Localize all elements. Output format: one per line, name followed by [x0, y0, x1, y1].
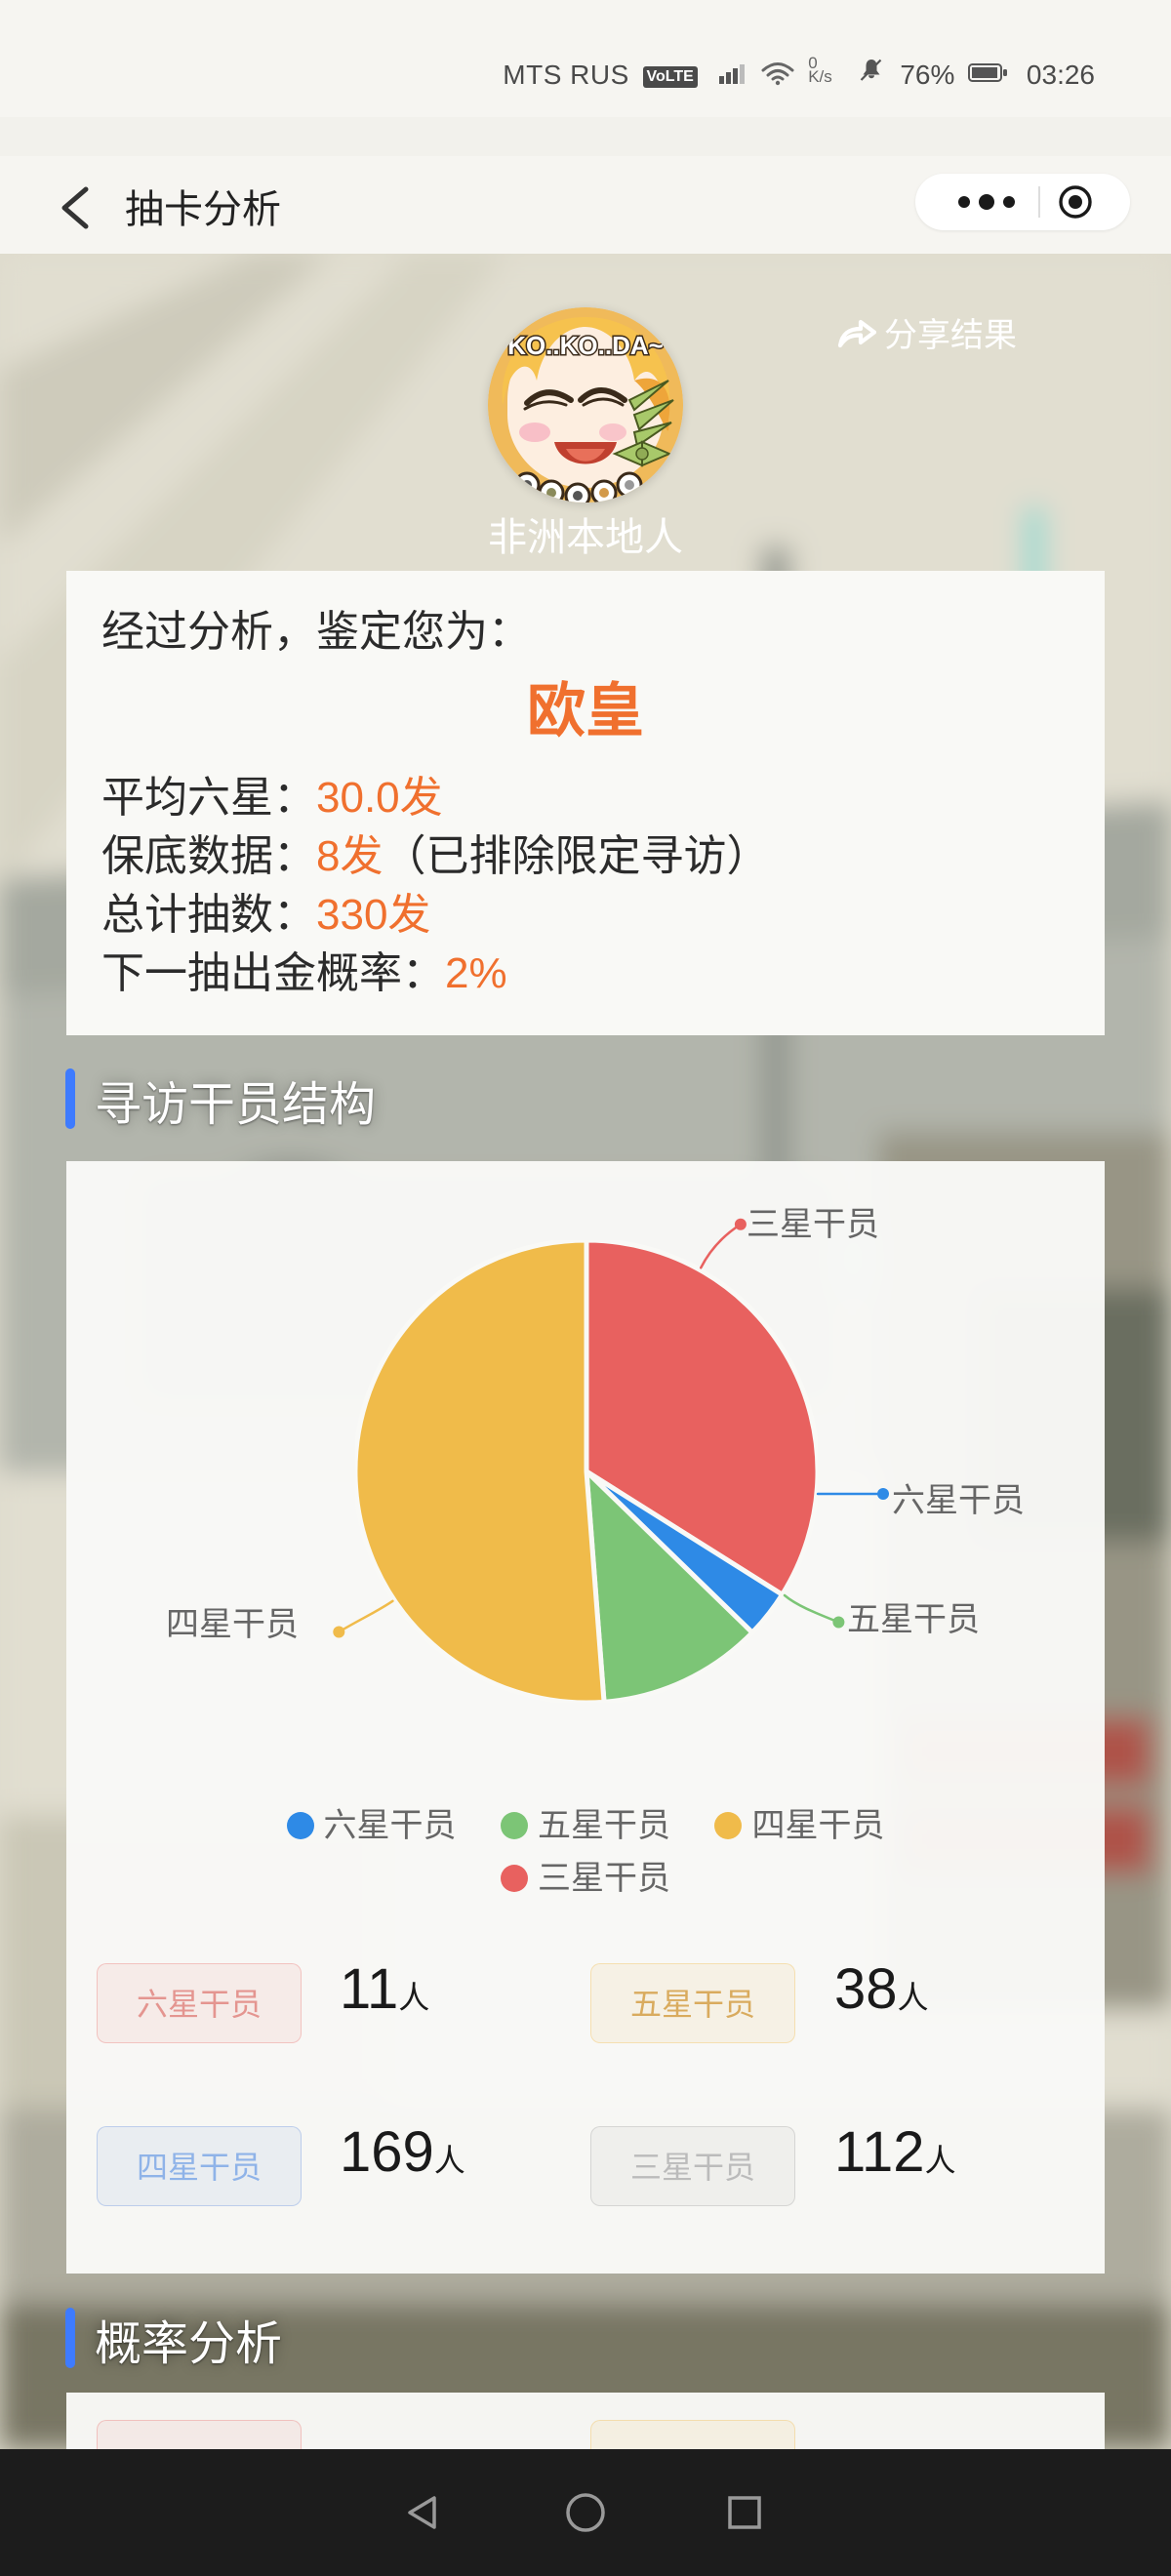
- svg-text:KO..KO..DA~: KO..KO..DA~: [507, 331, 664, 360]
